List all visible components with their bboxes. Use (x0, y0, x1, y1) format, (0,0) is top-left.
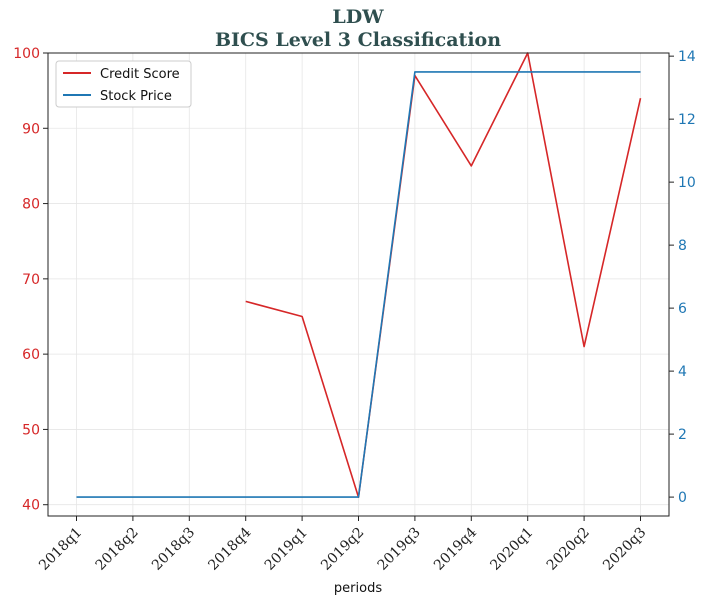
right-tick-label: 4 (678, 364, 687, 380)
left-tick-label: 100 (13, 46, 40, 62)
right-tick-label: 6 (678, 301, 687, 317)
left-tick-label: 50 (22, 422, 40, 438)
x-axis-label: periods (334, 581, 382, 596)
x-tick-label: 2019q3 (375, 525, 424, 574)
right-tick-label: 10 (678, 175, 696, 191)
grid (48, 52, 669, 516)
right-tick-label: 14 (678, 49, 696, 65)
right-tick-label: 0 (678, 490, 687, 506)
chart-title: LDW (332, 6, 384, 28)
left-tick-label: 90 (22, 121, 40, 137)
chart-subtitle: BICS Level 3 Classification (215, 29, 501, 51)
right-tick-label: 12 (678, 112, 696, 128)
legend-label-credit-score: Credit Score (100, 67, 180, 82)
legend-label-stock-price: Stock Price (100, 89, 172, 104)
legend: Credit Score Stock Price (55, 60, 192, 108)
series-lines (76, 52, 642, 499)
x-tick-label: 2018q3 (149, 525, 198, 574)
left-tick-label: 40 (22, 498, 40, 514)
x-tick-label: 2020q2 (544, 525, 593, 574)
left-tick-label: 80 (22, 197, 40, 213)
x-tick-label: 2018q4 (205, 524, 254, 573)
x-tick-label: 2020q3 (600, 525, 649, 574)
x-tick-label: 2020q1 (487, 525, 536, 574)
x-tick-label: 2019q1 (262, 525, 311, 574)
left-tick-label: 70 (22, 272, 40, 288)
x-tick-label: 2019q4 (431, 524, 480, 573)
right-y-axis: 0 2 4 6 8 10 12 14 (669, 49, 696, 506)
left-y-axis: 40 50 60 70 80 90 100 (13, 46, 48, 514)
x-tick-label: 2018q1 (36, 525, 85, 574)
left-tick-label: 60 (22, 347, 40, 363)
right-tick-label: 2 (678, 427, 687, 443)
x-axis: 2018q1 2018q2 2018q3 2018q4 2019q1 2019q2 2019… (36, 516, 649, 574)
right-tick-label: 8 (678, 238, 687, 254)
series-line-stock-price (76, 71, 641, 498)
series-line-credit-score (245, 52, 642, 499)
x-tick-label: 2018q2 (93, 525, 142, 574)
x-tick-label: 2019q2 (318, 525, 367, 574)
